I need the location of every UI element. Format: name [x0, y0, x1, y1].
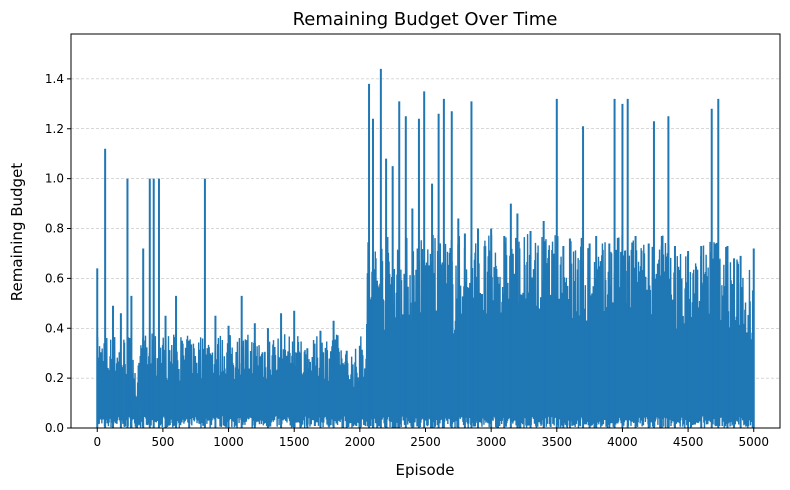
- x-tick-label: 1000: [213, 435, 244, 449]
- x-tick-label: 0: [93, 435, 101, 449]
- y-axis-ticks: 0.0 0.2 0.4 0.6 0.8 1.0 1.2 1.4: [45, 72, 71, 435]
- x-tick-label: 2500: [410, 435, 441, 449]
- x-tick-label: 3500: [542, 435, 573, 449]
- y-tick-label: 1.2: [45, 122, 64, 136]
- y-tick-label: 0.4: [45, 321, 64, 335]
- x-tick-label: 4000: [607, 435, 638, 449]
- x-tick-label: 4500: [673, 435, 704, 449]
- chart-title: Remaining Budget Over Time: [293, 9, 558, 30]
- y-tick-label: 0.0: [45, 421, 64, 435]
- y-tick-label: 0.2: [45, 371, 64, 385]
- x-tick-label: 3000: [476, 435, 507, 449]
- x-axis-label: Episode: [396, 461, 455, 479]
- x-tick-label: 500: [151, 435, 174, 449]
- x-tick-label: 1500: [279, 435, 310, 449]
- plot-area: [96, 68, 755, 429]
- y-tick-label: 1.0: [45, 172, 64, 186]
- x-tick-label: 2000: [345, 435, 376, 449]
- y-tick-label: 0.6: [45, 271, 64, 285]
- series-line: [96, 234, 755, 429]
- y-tick-label: 0.8: [45, 222, 64, 236]
- x-tick-label: 5000: [738, 435, 769, 449]
- y-axis-label: Remaining Budget: [8, 163, 26, 301]
- y-tick-label: 1.4: [45, 72, 64, 86]
- x-axis-ticks: 0 500 1000 1500 2000 2500 3000 3500 4000 4500 5000: [93, 428, 769, 449]
- series-0: [96, 68, 755, 429]
